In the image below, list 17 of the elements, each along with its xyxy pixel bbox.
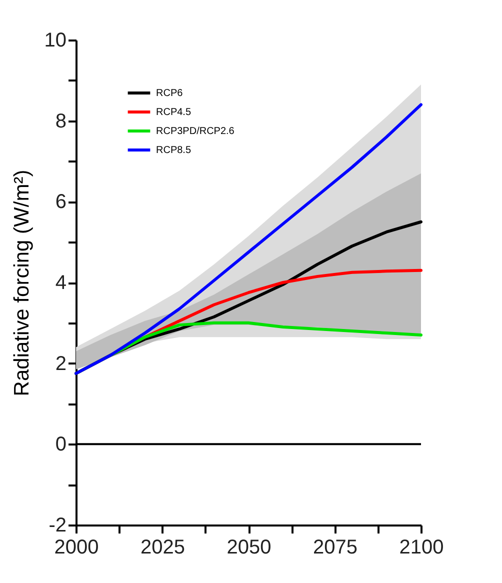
y-tick-label: 2 bbox=[55, 352, 66, 375]
y-axis-title: Radiative forcing (W/m²) bbox=[10, 170, 34, 396]
legend-label: RCP8.5 bbox=[156, 145, 192, 156]
legend-label: RCP6 bbox=[156, 88, 184, 99]
y-tick-label: 8 bbox=[55, 110, 66, 132]
x-tick-label: 2000 bbox=[54, 536, 99, 558]
y-tick-label: -2 bbox=[48, 514, 66, 536]
x-tick-label: 2100 bbox=[399, 536, 444, 558]
y-tick-label: 0 bbox=[55, 434, 66, 456]
x-tick-label: 2050 bbox=[226, 536, 272, 558]
x-tick-label: 2075 bbox=[313, 536, 358, 558]
legend-label: RCP4.5 bbox=[156, 107, 192, 118]
y-tick-label: 10 bbox=[44, 30, 66, 52]
y-tick-label: 6 bbox=[55, 191, 66, 214]
y-tick-label: 4 bbox=[55, 272, 66, 294]
legend-label: RCP3PD/RCP2.6 bbox=[156, 126, 235, 137]
x-tick-label: 2025 bbox=[140, 536, 185, 558]
